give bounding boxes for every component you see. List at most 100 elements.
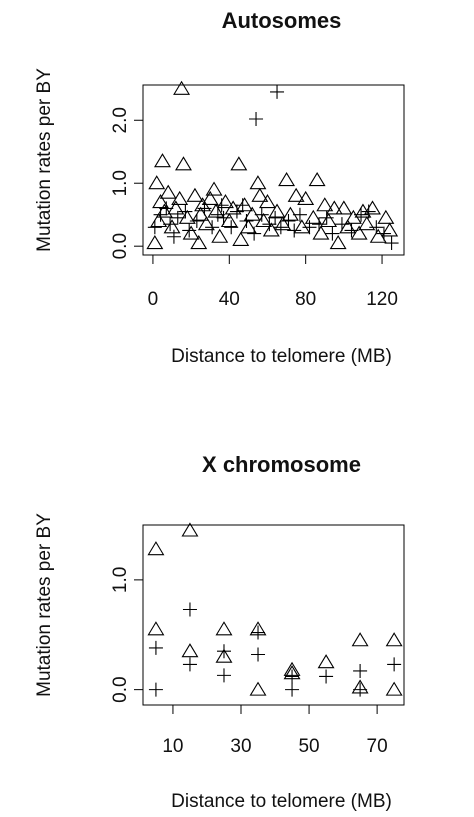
- triangle-point: [377, 209, 395, 224]
- plus-point: [354, 207, 369, 222]
- plus-point: [224, 220, 239, 235]
- plot-box: [142, 524, 405, 706]
- plus-point: [170, 210, 185, 225]
- triangle-point: [281, 206, 299, 221]
- y-tick-label: 1.0: [110, 170, 131, 196]
- triangle-point: [175, 156, 192, 171]
- triangle-point: [251, 187, 269, 202]
- plus-point: [189, 214, 204, 228]
- plus-point: [239, 214, 254, 228]
- triangle-point: [178, 209, 196, 224]
- plus-point: [319, 210, 334, 225]
- triangle-point: [148, 175, 166, 190]
- plus-point: [334, 217, 349, 232]
- triangle-point: [351, 632, 369, 647]
- triangle-point: [320, 212, 338, 228]
- triangle-point: [385, 632, 403, 647]
- x-tick-label: 30: [230, 736, 251, 757]
- triangle-point: [152, 194, 170, 209]
- plus-point: [387, 657, 402, 672]
- triangle-point: [167, 200, 185, 215]
- plus-point: [216, 668, 231, 683]
- plus-point: [235, 198, 250, 213]
- plus-point: [287, 223, 302, 238]
- plus-point: [285, 669, 300, 684]
- triangle-point: [287, 187, 305, 202]
- triangle-point: [381, 222, 399, 237]
- triangle-point: [317, 654, 335, 669]
- plus-point: [197, 201, 212, 216]
- plus-point: [270, 84, 285, 99]
- plus-point: [325, 226, 340, 241]
- plot-box: [142, 84, 405, 256]
- triangle-point: [182, 225, 200, 240]
- plus-point: [312, 217, 327, 232]
- plus-point: [216, 644, 231, 659]
- triangle-point: [297, 190, 315, 206]
- triangle-point: [186, 187, 204, 202]
- plus-point: [302, 220, 317, 235]
- plus-point: [166, 229, 181, 244]
- triangle-point: [255, 212, 273, 228]
- triangle-point: [150, 212, 168, 228]
- plus-point: [214, 198, 229, 213]
- triangle-point: [181, 643, 199, 658]
- triangle-point: [146, 234, 164, 250]
- y-tick-label: 2.0: [110, 107, 131, 133]
- triangle-point: [147, 541, 165, 556]
- triangle-point: [190, 234, 208, 250]
- triangle-point: [268, 203, 286, 218]
- plus-point: [319, 669, 334, 684]
- plus-point: [353, 663, 368, 678]
- plus-point: [292, 207, 307, 222]
- plus-point: [353, 682, 368, 697]
- y-tick-label: 1.0: [110, 567, 131, 593]
- plus-point: [344, 223, 359, 238]
- x-tick-label: 120: [366, 289, 398, 310]
- triangle-point: [163, 219, 181, 234]
- plus-point: [249, 112, 264, 126]
- triangle-point: [358, 216, 376, 231]
- triangle-point: [304, 209, 322, 224]
- plus-point: [210, 207, 225, 222]
- plus-point: [205, 220, 220, 235]
- y-axis-label: Mutation rates per BY: [34, 68, 55, 252]
- plus-point: [376, 226, 391, 241]
- triangle-point: [335, 200, 353, 215]
- y-tick-label: 0.0: [110, 676, 131, 702]
- triangle-point: [232, 231, 250, 246]
- triangle-point: [308, 172, 326, 187]
- triangle-point: [278, 172, 296, 187]
- plus-point: [285, 682, 300, 697]
- triangle-point: [230, 156, 248, 171]
- plus-point: [147, 220, 162, 235]
- chart-title: X chromosome: [202, 452, 361, 477]
- triangle-point: [325, 200, 343, 215]
- x-tick-label: 50: [298, 736, 319, 757]
- triangle-point: [220, 212, 238, 228]
- triangle-point: [215, 648, 233, 663]
- triangle-point: [385, 681, 403, 696]
- triangle-point: [350, 225, 368, 240]
- triangle-point: [243, 206, 261, 221]
- triangle-point: [249, 681, 267, 696]
- plus-point: [268, 210, 283, 225]
- plus-point: [247, 226, 262, 241]
- plus-point: [159, 201, 174, 216]
- plus-point: [216, 210, 231, 225]
- plus-point: [153, 207, 168, 222]
- plus-point: [254, 207, 269, 222]
- chart-title: Autosomes: [222, 8, 342, 33]
- plus-point: [273, 220, 288, 235]
- triangle-point: [147, 621, 165, 636]
- plus-point: [229, 204, 244, 219]
- triangle-point: [201, 190, 219, 206]
- plus-point: [148, 640, 163, 655]
- plus-point: [148, 682, 163, 697]
- triangle-point: [329, 234, 347, 250]
- triangle-point: [369, 228, 387, 243]
- plus-point: [262, 217, 277, 232]
- triangle-point: [249, 175, 267, 190]
- triangle-point: [194, 197, 212, 212]
